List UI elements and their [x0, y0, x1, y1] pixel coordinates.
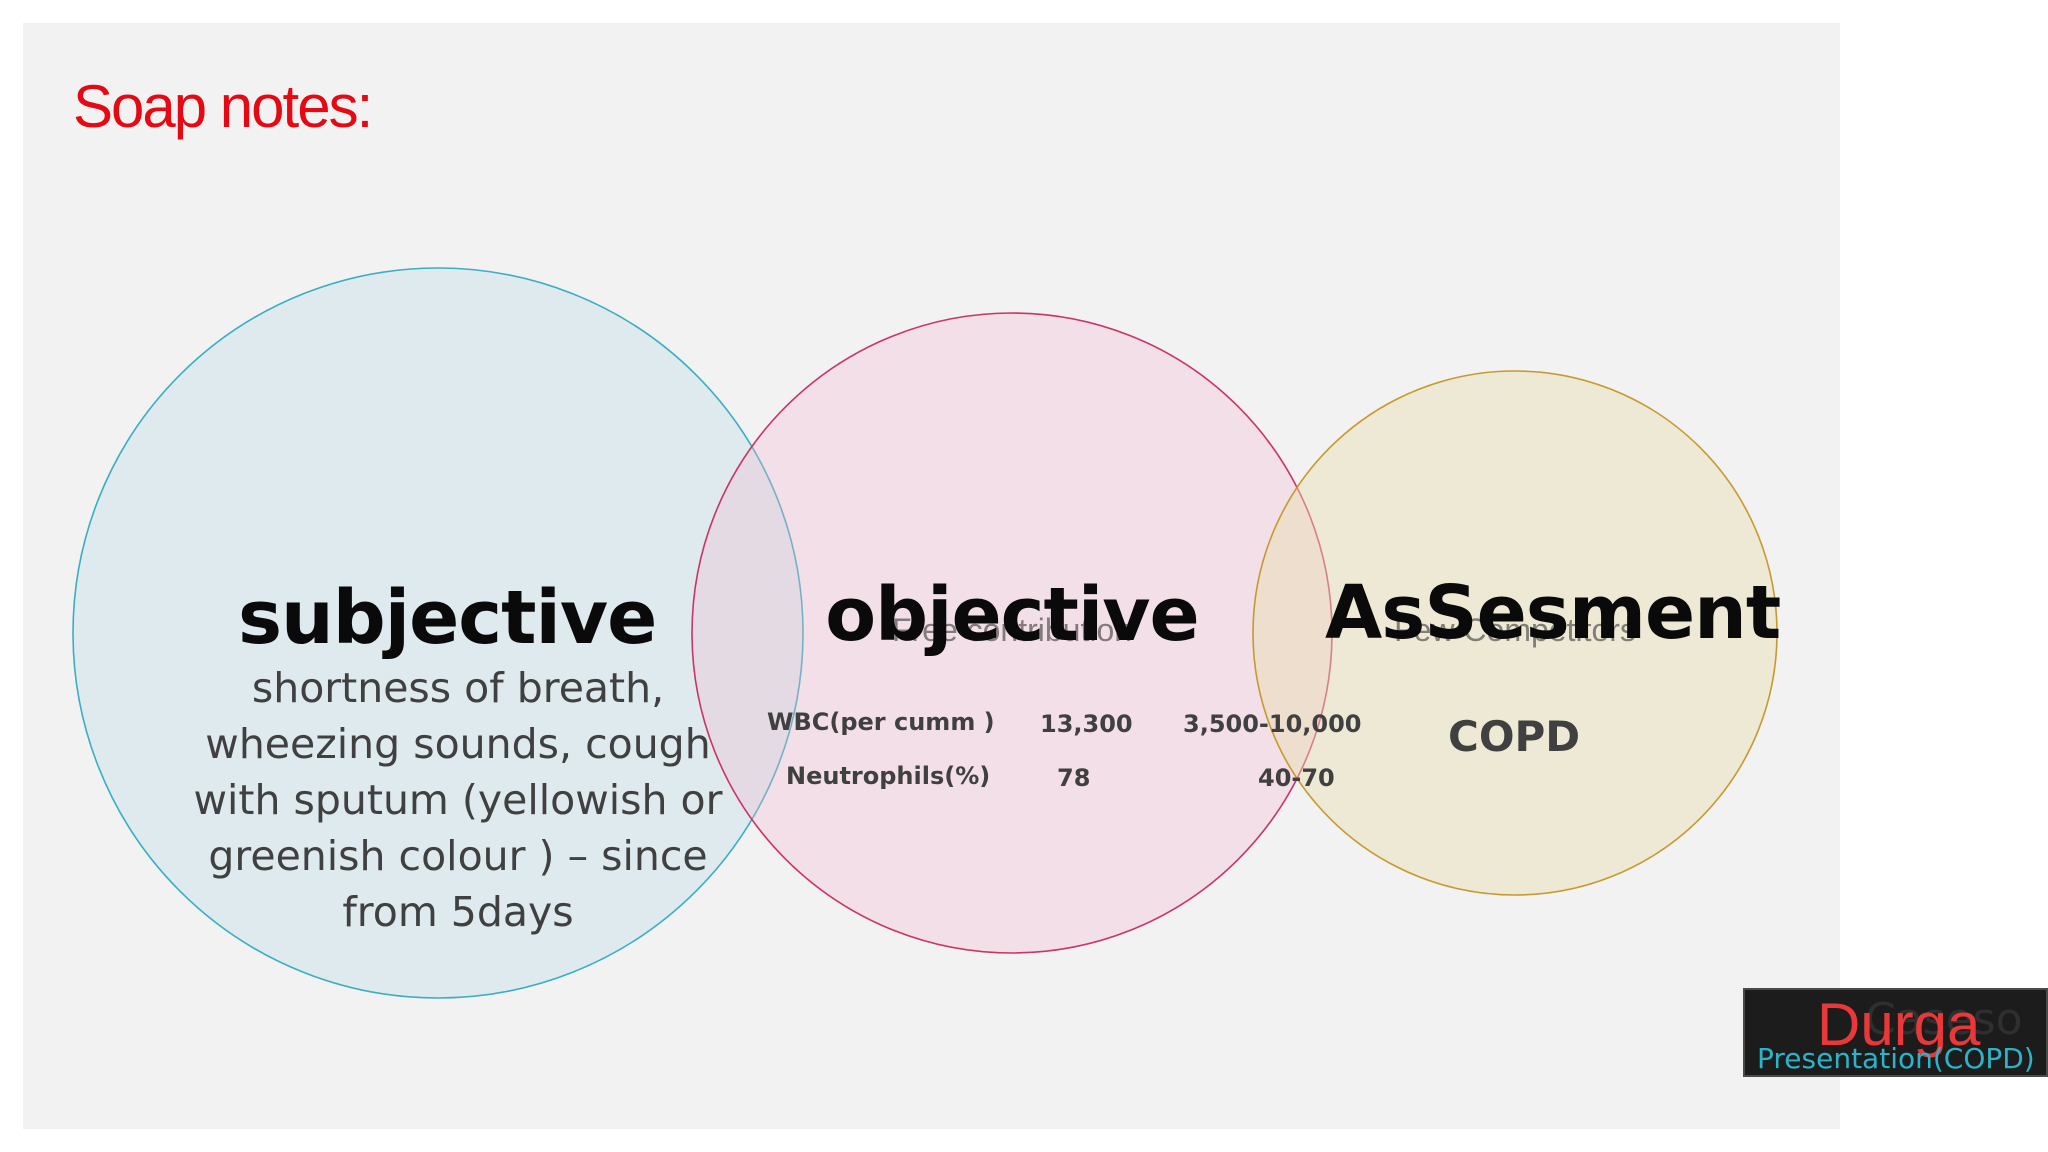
logo-ghost-word: Caseso: [1865, 994, 2023, 1045]
objective-placeholder: Free contribution: [891, 612, 1133, 648]
subjective-line: shortness of breath,: [251, 664, 665, 712]
logo-name: Durga: [1817, 991, 1981, 1058]
subjective-line: wheezing sounds, cough: [205, 720, 711, 768]
subjective-line: greenish colour ) – since: [208, 832, 708, 880]
lab-test-neutrophils: Neutrophils(%): [786, 762, 991, 790]
assessment-placeholder: Few Competitors: [1394, 612, 1636, 648]
lab-value-wbc: 13,300: [1040, 710, 1133, 738]
assessment-diagnosis: COPD: [1448, 712, 1581, 761]
subjective-line: from 5days: [342, 888, 574, 936]
objective-heading: objective: [825, 572, 1199, 658]
lab-test-wbc: WBC(per cumm ): [767, 708, 995, 736]
presenter-logo: Caseso Durga Presentation(COPD): [1743, 988, 2048, 1077]
subjective-line: with sputum (yellowish or: [193, 776, 723, 824]
subjective-heading: subjective: [238, 575, 657, 661]
slide-title: Soap notes:: [73, 73, 373, 140]
assessment-circle: [1252, 370, 1778, 896]
logo-subtitle: Presentation(COPD): [1757, 1042, 2035, 1075]
lab-range-neutrophils: 40-70: [1258, 764, 1335, 792]
lab-value-neutrophils: 78: [1057, 764, 1091, 792]
slide-background: [23, 23, 1840, 1129]
objective-circle: [691, 312, 1333, 954]
lab-range-wbc: 3,500-10,000: [1183, 710, 1362, 738]
subjective-body: shortness of breath, wheezing sounds, co…: [158, 660, 758, 940]
subjective-circle: [72, 267, 804, 999]
assessment-heading: AsSesment: [1325, 570, 1781, 656]
